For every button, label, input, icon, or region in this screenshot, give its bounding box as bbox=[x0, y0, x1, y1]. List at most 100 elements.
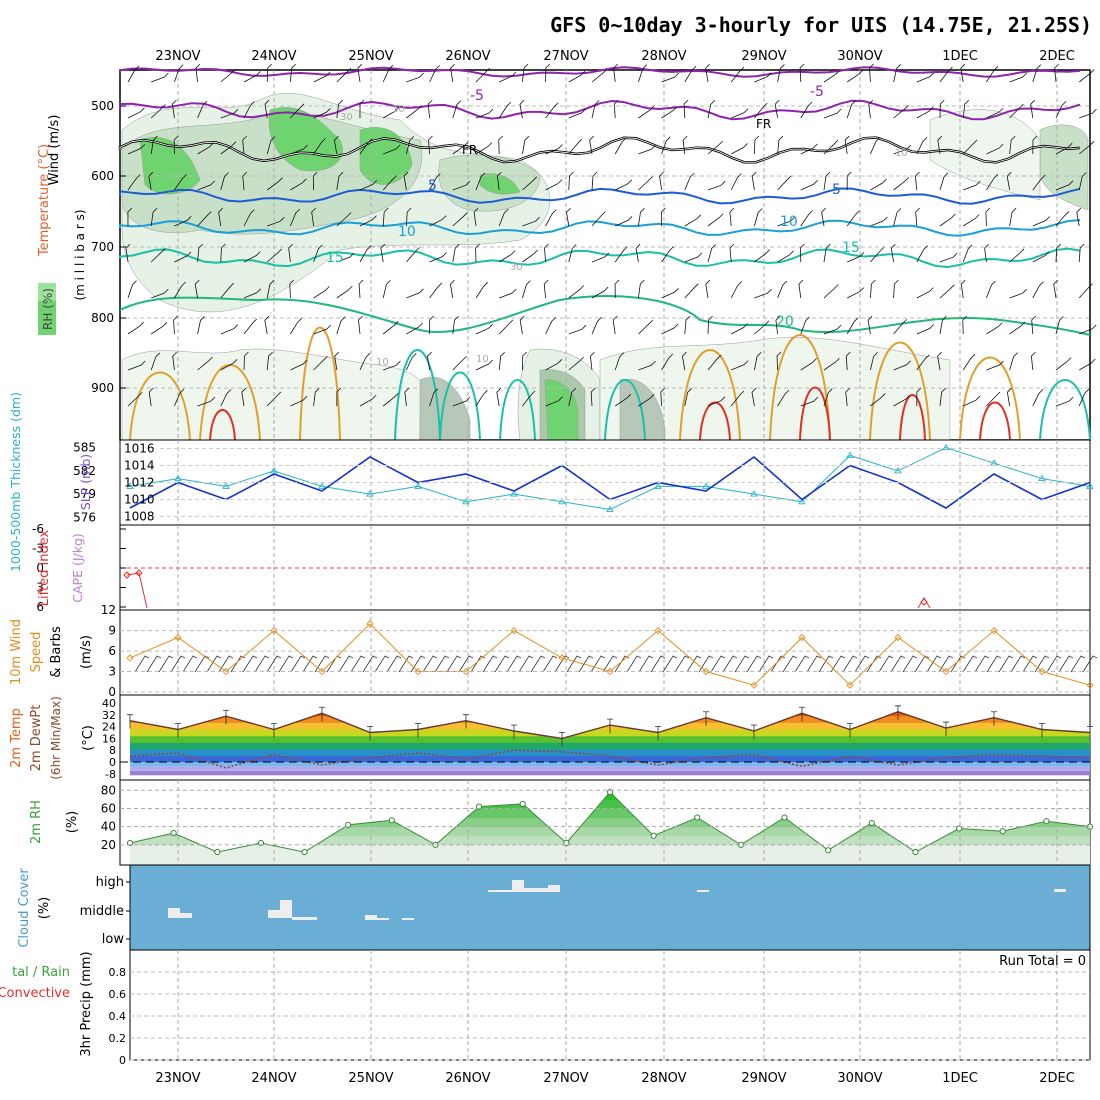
rh-tick-label: 80 bbox=[101, 783, 116, 797]
cloud-bar bbox=[168, 908, 180, 918]
wind-barb bbox=[266, 351, 273, 371]
wind-barb bbox=[358, 315, 363, 335]
cloud-units: (%) bbox=[37, 897, 52, 920]
temp-tick-label: -8 bbox=[105, 768, 116, 781]
wind-barb bbox=[382, 393, 399, 407]
temp-minmax-bar bbox=[559, 731, 565, 747]
rh-band bbox=[130, 835, 1090, 846]
thickness-point bbox=[414, 482, 422, 489]
wind-barb bbox=[751, 387, 757, 407]
wind10m-point bbox=[510, 626, 518, 635]
wind10m-barb bbox=[902, 655, 918, 673]
rh2m-point bbox=[868, 819, 875, 827]
wind-barb bbox=[336, 212, 352, 227]
wind10m-barb bbox=[818, 655, 834, 673]
cold-band bbox=[130, 770, 1090, 776]
wind10m-point bbox=[366, 620, 374, 628]
thickness-point bbox=[174, 474, 182, 482]
wind-barb bbox=[916, 387, 922, 407]
temp-minmax-bar bbox=[1039, 723, 1045, 738]
wind-barb bbox=[150, 104, 166, 119]
wind10m-barb bbox=[470, 655, 486, 673]
wind-barb bbox=[334, 351, 339, 371]
wind-barb bbox=[986, 391, 1001, 407]
wind-barb bbox=[522, 249, 539, 263]
wind-barb bbox=[473, 207, 479, 227]
wind10m-label: 10m Wind bbox=[9, 619, 24, 685]
wind-barb bbox=[1055, 396, 1074, 407]
temp-minmax-bar bbox=[223, 709, 229, 725]
wind-barb bbox=[127, 174, 141, 191]
wind-barb bbox=[218, 207, 223, 227]
thickness-point bbox=[798, 497, 806, 505]
wind-barb bbox=[914, 171, 920, 191]
wind-barb bbox=[1055, 101, 1067, 119]
thickness-point bbox=[894, 467, 902, 474]
contour-label: 30 bbox=[510, 262, 523, 273]
wind-barb bbox=[475, 359, 493, 371]
wind-barb bbox=[847, 252, 865, 263]
wind-barb bbox=[638, 64, 648, 83]
wind-barb bbox=[336, 387, 342, 407]
wind-barb bbox=[986, 280, 996, 299]
wind-barb bbox=[1053, 279, 1058, 299]
wind-barb bbox=[197, 396, 216, 407]
wind-barb bbox=[939, 66, 953, 83]
temperature-contour bbox=[799, 386, 831, 441]
wind-barb bbox=[800, 396, 819, 407]
wind-barb bbox=[1078, 243, 1085, 263]
date-label-top: 24NOV bbox=[251, 49, 296, 64]
temp-minmax-bar bbox=[463, 714, 469, 729]
wind-barb bbox=[1006, 387, 1012, 407]
wind10m-barb bbox=[866, 655, 882, 673]
wind-barb bbox=[197, 211, 212, 227]
wind-barb bbox=[173, 315, 178, 335]
wind10m-barb bbox=[626, 655, 642, 673]
wind-barb bbox=[777, 135, 784, 155]
wind-barb bbox=[591, 252, 610, 263]
rh2m-panel: 80 60 40 20 2m RH (%) bbox=[29, 779, 1094, 866]
wind-barb bbox=[846, 210, 860, 227]
wind-barb bbox=[333, 135, 339, 155]
y-tick-label: 800 bbox=[91, 311, 114, 325]
wind10m-barb bbox=[566, 655, 582, 673]
wind10m-barb bbox=[446, 655, 462, 673]
wind10m-barb bbox=[806, 655, 822, 673]
wind-barb bbox=[336, 252, 355, 263]
wind-barb bbox=[777, 175, 792, 191]
wind-barb bbox=[382, 175, 397, 191]
wind-barb bbox=[638, 144, 656, 155]
wind-barb bbox=[358, 279, 364, 299]
wind-barb bbox=[568, 171, 574, 191]
wind-barb bbox=[266, 63, 272, 83]
wind10m-barbs bbox=[134, 655, 1098, 673]
wind-barb bbox=[615, 179, 632, 191]
wind10m-barb bbox=[530, 655, 546, 673]
dewpoint-line bbox=[129, 749, 1091, 769]
date-label-top: 2DEC bbox=[1039, 49, 1075, 64]
wind-barb bbox=[986, 107, 1004, 119]
wind-barb bbox=[707, 100, 716, 119]
wind-barb bbox=[220, 324, 239, 335]
wind-barb bbox=[359, 99, 365, 118]
wind10m-barb bbox=[302, 655, 318, 673]
wind-barb bbox=[591, 171, 598, 191]
wind10m-barb bbox=[686, 655, 702, 673]
thickness-point bbox=[654, 482, 662, 489]
slp-tick-label: 1016 bbox=[124, 442, 155, 456]
wind-barb bbox=[313, 324, 331, 335]
wind-barb bbox=[661, 106, 678, 119]
thickness-point bbox=[510, 490, 518, 497]
cloud-label: Cloud Cover bbox=[17, 868, 32, 948]
wind10m-barb bbox=[230, 655, 246, 673]
wind-barb bbox=[939, 172, 949, 191]
wind-barb bbox=[589, 351, 595, 371]
wind-barb bbox=[545, 209, 557, 227]
wind-barb bbox=[986, 65, 999, 83]
wind-barb bbox=[1032, 135, 1038, 155]
wind-barb bbox=[242, 135, 247, 155]
slp-tick-label: 1014 bbox=[124, 459, 155, 473]
wind-barb bbox=[846, 317, 859, 335]
temp-tick-label: 32 bbox=[102, 709, 116, 722]
rh2m-point bbox=[956, 825, 963, 832]
